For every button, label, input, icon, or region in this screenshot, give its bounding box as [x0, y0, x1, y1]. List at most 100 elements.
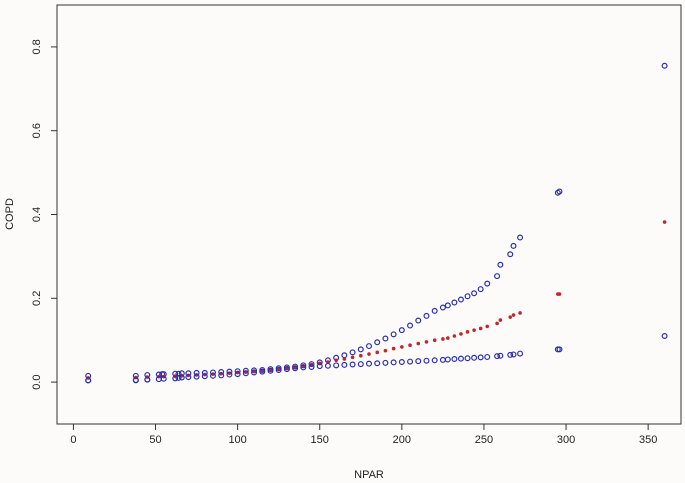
point-lower-bound — [193, 373, 200, 380]
point-lower-bound — [178, 374, 185, 381]
point-upper-bound — [507, 251, 514, 258]
point-upper-bound — [494, 273, 501, 280]
x-tick-label: 100 — [228, 434, 246, 446]
point-upper-bound — [390, 331, 397, 338]
point-estimate — [508, 315, 513, 319]
series-lower-bound — [85, 333, 668, 384]
point-lower-bound — [357, 361, 364, 368]
point-upper-bound — [366, 343, 373, 350]
point-lower-bound — [494, 353, 501, 360]
point-estimate — [498, 318, 503, 322]
point-upper-bound — [484, 280, 491, 287]
point-estimate — [452, 334, 457, 338]
point-lower-bound — [292, 365, 299, 372]
point-estimate — [408, 343, 412, 348]
point-lower-bound — [144, 376, 151, 383]
point-estimate — [350, 355, 355, 360]
y-tick-label: 0.6 — [31, 123, 43, 138]
point-estimate — [424, 340, 429, 344]
point-estimate — [495, 321, 499, 326]
point-estimate — [511, 313, 516, 317]
point-upper-bound — [398, 327, 405, 334]
point-estimate — [326, 360, 330, 364]
point-lower-bound — [85, 377, 92, 384]
point-lower-bound — [308, 364, 315, 371]
point-upper-bound — [341, 352, 348, 359]
point-lower-bound — [415, 358, 422, 365]
point-estimate — [446, 336, 450, 340]
x-tick-label: 200 — [393, 434, 411, 446]
y-axis: 0.0 0.2 0.4 0.6 0.8 — [31, 39, 57, 390]
point-lower-bound — [398, 358, 405, 365]
point-upper-bound — [497, 261, 504, 268]
point-lower-bound — [300, 364, 307, 371]
point-estimate — [459, 332, 463, 336]
y-axis-title: COPD — [4, 198, 16, 230]
point-lower-bound — [439, 356, 446, 363]
y-tick-label: 0.4 — [31, 207, 43, 222]
point-lower-bound — [374, 360, 381, 367]
point-lower-bound — [267, 367, 274, 374]
point-upper-bound — [431, 307, 438, 314]
point-estimate — [478, 326, 483, 331]
point-lower-bound — [423, 357, 430, 364]
point-lower-bound — [210, 372, 217, 379]
point-upper-bound — [556, 188, 563, 195]
x-tick-label: 0 — [70, 434, 76, 446]
point-upper-bound — [374, 339, 381, 346]
point-estimate — [441, 337, 445, 341]
point-estimate — [432, 338, 437, 343]
point-lower-bound — [349, 361, 356, 368]
point-estimate — [472, 328, 476, 332]
y-tick-label: 0.8 — [31, 39, 43, 54]
point-upper-bound — [175, 370, 182, 377]
y-tick-label: 0.2 — [31, 291, 43, 306]
x-tick-label: 300 — [557, 434, 575, 446]
point-upper-bound — [457, 296, 464, 303]
point-lower-bound — [333, 362, 340, 369]
point-estimate — [465, 330, 470, 334]
point-lower-bound — [484, 353, 491, 360]
point-lower-bound — [556, 346, 563, 353]
point-upper-bound — [423, 312, 430, 319]
point-estimate — [358, 353, 363, 358]
point-lower-bound — [510, 351, 517, 358]
point-upper-bound — [451, 299, 458, 306]
point-lower-bound — [464, 355, 471, 362]
x-tick-label: 150 — [311, 434, 329, 446]
point-lower-bound — [175, 374, 182, 381]
point-estimate — [367, 352, 371, 356]
point-upper-bound — [349, 349, 356, 356]
point-lower-bound — [382, 359, 389, 366]
point-lower-bound — [324, 362, 331, 369]
point-lower-bound — [283, 366, 290, 373]
point-estimate — [400, 345, 404, 349]
series-upper-bound — [85, 62, 668, 384]
series-estimate — [86, 220, 667, 380]
point-upper-bound — [471, 290, 478, 297]
y-tick-label: 0.0 — [31, 374, 43, 389]
point-lower-bound — [366, 360, 373, 367]
point-lower-bound — [160, 375, 167, 382]
x-axis: 0 50 100 150 200 250 300 350 — [70, 424, 657, 446]
point-lower-bound — [275, 366, 282, 373]
point-estimate — [557, 292, 562, 296]
point-estimate — [383, 348, 388, 353]
point-lower-bound — [507, 351, 514, 358]
point-estimate — [518, 311, 522, 315]
point-lower-bound — [234, 371, 241, 378]
point-upper-bound — [477, 286, 484, 293]
x-tick-label: 350 — [639, 434, 657, 446]
point-upper-bound — [407, 322, 414, 329]
point-lower-bound — [242, 370, 249, 377]
point-lower-bound — [431, 357, 438, 364]
point-lower-bound — [251, 369, 258, 376]
point-lower-bound — [316, 363, 323, 370]
x-tick-label: 50 — [149, 434, 161, 446]
point-lower-bound — [390, 359, 397, 366]
point-upper-bound — [382, 335, 389, 342]
point-lower-bound — [517, 350, 524, 357]
point-estimate — [416, 341, 421, 346]
x-axis-title: NPAR — [354, 469, 384, 481]
